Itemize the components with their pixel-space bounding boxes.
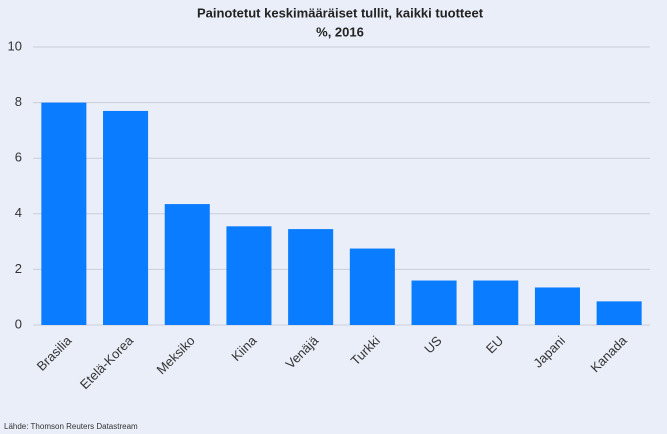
bar — [349, 248, 395, 325]
bar — [164, 204, 210, 325]
y-tick-label: 6 — [15, 150, 22, 165]
y-tick-label: 0 — [15, 316, 22, 331]
bar — [103, 110, 149, 325]
y-tick-label: 2 — [15, 261, 22, 276]
y-tick-label: 4 — [15, 205, 22, 220]
y-tick-label: 10 — [8, 38, 22, 53]
bar — [41, 102, 87, 325]
chart-title: Painotetut keskimääräiset tullit, kaikki… — [197, 5, 484, 20]
bar — [288, 229, 334, 325]
bar — [226, 226, 272, 325]
source: Lähde: Thomson Reuters Datastream — [4, 422, 138, 431]
bar — [411, 280, 457, 325]
bar — [596, 301, 642, 325]
y-tick-label: 8 — [15, 94, 22, 109]
bar — [534, 287, 580, 325]
chart-subtitle: %, 2016 — [316, 24, 364, 39]
bar — [473, 280, 519, 325]
